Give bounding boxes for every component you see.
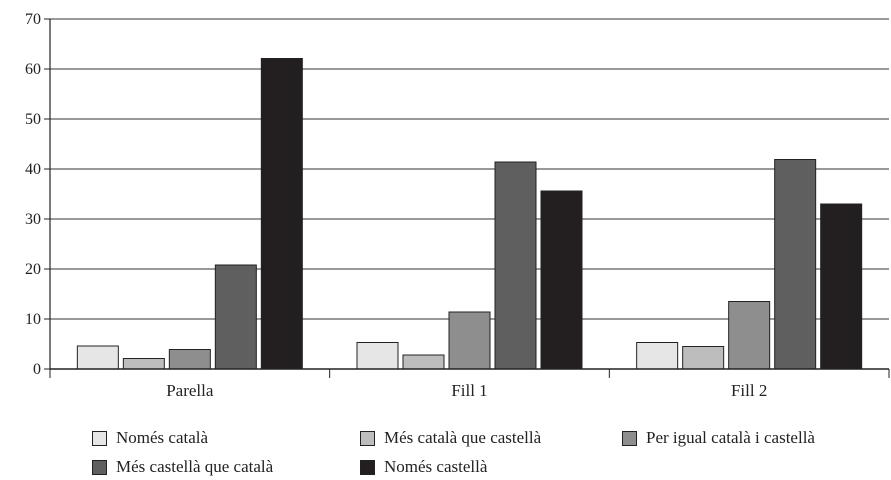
- legend-item-mes-catala-que-castella: Més català que castellà: [360, 428, 541, 448]
- bar: [540, 190, 583, 370]
- legend-item-mes-castella-que-catala: Més castellà que català: [92, 457, 273, 477]
- bar: [76, 345, 119, 370]
- bar: [494, 161, 537, 370]
- bar: [402, 354, 445, 370]
- legend-label: Per igual català i castellà: [646, 428, 815, 447]
- y-tick-label: 10: [25, 311, 41, 328]
- legend-label: Només castellà: [384, 457, 488, 476]
- bar: [214, 264, 257, 370]
- bar: [774, 159, 817, 370]
- y-tick-label: 70: [25, 11, 41, 28]
- y-tick-label: 50: [25, 111, 41, 128]
- legend-label: Més català que castellà: [384, 428, 542, 447]
- bar: [448, 311, 491, 370]
- bar: [636, 342, 679, 370]
- legend-swatch: [622, 430, 637, 446]
- x-tick-label: Fill 2: [731, 381, 767, 400]
- bar-chart: 0 10 20 30 40 50 60 70 Parella Fill 1 Fill 2: [25, 11, 890, 400]
- legend-label: Més castellà que català: [116, 457, 274, 476]
- y-tick-label: 20: [25, 261, 41, 278]
- bar: [122, 358, 165, 370]
- legend-swatch: [92, 459, 107, 475]
- bar: [168, 349, 211, 370]
- bar: [820, 203, 863, 370]
- legend-swatch: [360, 459, 375, 475]
- y-tick-label: 60: [25, 61, 41, 78]
- y-tick-label: 30: [25, 211, 41, 228]
- legend-item-per-igual-catala-i-castella: Per igual català i castellà: [622, 428, 815, 448]
- legend-item-nomes-castella: Només castellà: [360, 457, 487, 477]
- bar: [356, 342, 399, 370]
- bar: [728, 301, 771, 370]
- legend-swatch: [360, 430, 375, 446]
- bar: [260, 58, 303, 370]
- legend-item-nomes-catala: Només català: [92, 428, 208, 448]
- x-tick-label: Parella: [166, 381, 214, 400]
- x-tick-label: Fill 1: [451, 381, 487, 400]
- legend-swatch: [92, 430, 107, 446]
- bar: [682, 346, 725, 370]
- y-tick-label: 40: [25, 161, 41, 178]
- legend-label: Només català: [116, 428, 209, 447]
- y-tick-label: 0: [33, 361, 41, 378]
- legend: Només català Més català que castellà Per…: [92, 428, 882, 480]
